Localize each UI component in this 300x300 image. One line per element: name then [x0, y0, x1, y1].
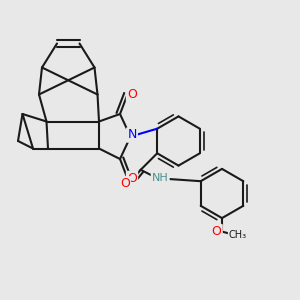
- Text: N: N: [127, 128, 137, 142]
- Text: O: O: [212, 225, 221, 238]
- Text: O: O: [127, 172, 137, 185]
- Text: CH₃: CH₃: [229, 230, 247, 240]
- Text: NH: NH: [152, 173, 169, 183]
- Text: O: O: [120, 177, 130, 190]
- Text: O: O: [127, 88, 137, 101]
